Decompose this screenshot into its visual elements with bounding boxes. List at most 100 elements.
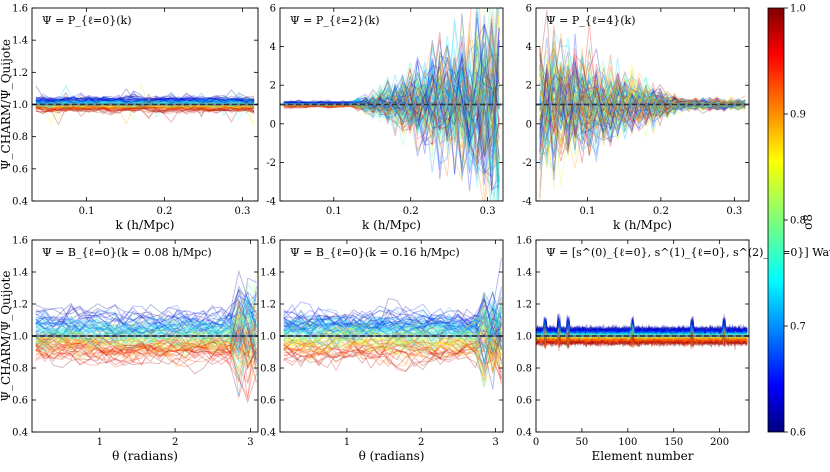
series-line [283,301,502,342]
series-line [35,307,257,353]
series-line [283,304,502,341]
y-tick-label: 6 [526,4,532,15]
series-line [35,92,255,106]
series-line [283,43,500,185]
series-line [35,333,257,404]
series-line [283,291,502,331]
series-line [283,30,500,148]
y-tick-label: 1.0 [12,100,28,111]
y-tick-label: 0 [526,119,532,130]
colorbar-tick-label: 0.7 [790,322,806,333]
colorbar-tick-label: 1.0 [790,4,806,15]
series-line [35,302,257,335]
series-line [539,25,746,169]
series-line [536,329,748,349]
panel-annotation: Ψ = [s^(0)_{ℓ=0}, s^(1)_{ℓ=0}, s^(2)_{ℓ=… [546,246,830,259]
series-line [539,72,746,143]
series-line [283,23,500,155]
series-line [35,310,257,350]
series-line [35,321,257,367]
series-line [35,95,255,112]
series-line [283,58,500,201]
series-line [539,62,746,145]
series-line [536,317,748,338]
colorbar-tick-label: 0.9 [790,110,806,121]
series-line [536,324,748,345]
series-line [283,313,502,351]
series-line [539,78,746,137]
series-line [35,96,255,106]
series-line [283,40,500,175]
series-line [539,22,746,163]
series-line [536,320,748,341]
series-line [536,327,748,347]
series-line [539,33,746,150]
series-line [539,85,746,152]
series-line [536,314,748,336]
series-line [539,40,746,157]
series-line [539,65,746,134]
series-line [35,317,257,379]
series-line [35,92,255,103]
series-line [539,77,746,138]
series-line [35,304,257,372]
x-tick-label: 2 [418,437,424,448]
panel-3: -4 -2 0 2 4 6 0.1 0.2 0.3 k (h/Mpc) Ψ = P_{ℓ=4}(k) [522,4,750,232]
series-line [536,329,748,349]
x-axis-label: k (h/Mpc) [613,218,672,232]
series-line [35,94,255,109]
series-line [35,103,255,113]
series-line [539,31,746,159]
series-line [283,324,502,378]
series-line [283,315,502,339]
x-tick-label: 0.1 [579,206,595,217]
series-line [35,90,255,105]
series-line [539,56,746,147]
series-line [35,85,255,105]
x-tick-label: 0 [533,437,539,448]
series-line [283,309,502,356]
series-line [283,66,500,144]
series-line [283,332,502,368]
series-line [539,49,746,132]
series-line [536,314,748,337]
series-line [283,329,502,371]
series-line [283,336,502,385]
series-line [283,333,502,380]
series-line [35,296,257,345]
y-tick-label: 0.4 [12,428,28,439]
series-line [35,332,257,360]
series-line [283,257,502,337]
y-tick-label: 1.6 [12,4,28,15]
series-line [283,305,502,338]
series-line [35,102,255,111]
series-line [35,103,255,113]
panel-annotation: Ψ = B_{ℓ=0}(k = 0.16 h/Mpc) [290,246,460,259]
series-line [536,319,748,337]
series-line [283,317,502,373]
series-line [283,301,502,373]
series-line [35,94,255,105]
series-line [539,58,746,145]
series-line [35,299,257,361]
series-line [283,313,502,363]
series-line [536,327,748,351]
series-line [283,294,502,337]
y-tick-label: 0.8 [260,364,276,375]
series-line [283,317,502,342]
series-line [539,67,746,156]
y-tick-label: -2 [266,158,276,169]
series-line [536,318,748,337]
series-line [35,98,255,106]
series-line [283,320,502,352]
series-line [35,304,257,354]
y-tick-label: 0.6 [12,164,28,175]
series-line [536,321,748,337]
series-line [536,318,748,335]
series-line [283,317,502,355]
series-line [283,23,500,137]
series-line [283,322,502,374]
series-line [539,46,746,163]
series-line [536,326,748,346]
series-line [283,316,502,368]
